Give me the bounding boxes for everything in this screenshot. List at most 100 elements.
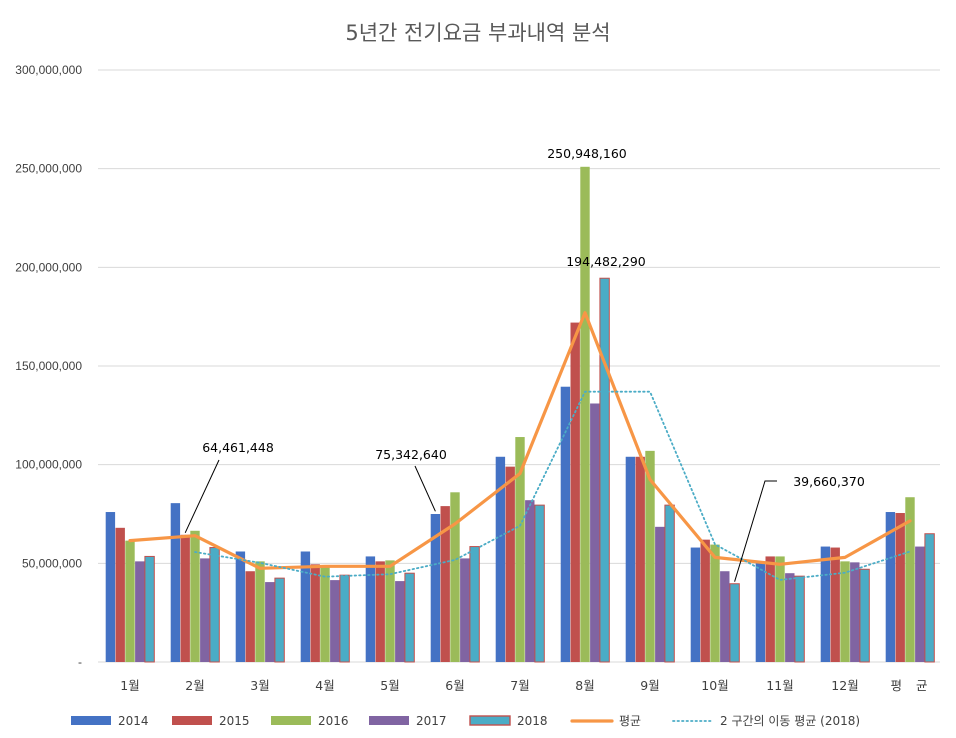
bar-2015-10 xyxy=(765,556,775,662)
y-tick-label: - xyxy=(78,655,82,669)
bar-2014-4 xyxy=(365,556,376,662)
bar-2014-8 xyxy=(625,456,636,662)
x-tick-label: 3월 xyxy=(250,678,269,693)
bar-2017-12 xyxy=(915,546,925,662)
bar-2017-4 xyxy=(395,581,405,662)
series-lines xyxy=(128,311,912,581)
bar-2015-3 xyxy=(310,564,320,662)
annotation-leader-line xyxy=(184,459,220,534)
bar-2016-4 xyxy=(385,560,395,662)
legend-label: 2017 xyxy=(416,714,447,728)
x-tick-label: 6월 xyxy=(445,678,464,693)
bar-2017-7 xyxy=(590,403,600,662)
bar-2014-3 xyxy=(300,551,311,662)
annotation-label: 194,482,290 xyxy=(566,254,646,269)
bar-2015-4 xyxy=(375,561,385,662)
bar-2015-9 xyxy=(700,539,710,662)
bar-2015-7 xyxy=(570,322,580,662)
bar-2017-6 xyxy=(525,500,535,662)
bar-2017-10 xyxy=(785,573,795,662)
bar-2016-8 xyxy=(645,450,655,662)
annotation-leader-line xyxy=(414,465,436,512)
x-tick-label: 7월 xyxy=(510,678,529,693)
y-axis-ticks: - 50,000,000 100,000,000 150,000,000 200,000… xyxy=(15,63,82,669)
bar-2018-4 xyxy=(404,572,415,663)
y-tick-label: 250,000,000 xyxy=(15,162,82,176)
bar-2017-2 xyxy=(265,582,275,662)
moving-average-line xyxy=(194,390,911,581)
legend-label: 2014 xyxy=(118,714,149,728)
legend-swatch xyxy=(271,716,311,725)
bar-2016-6 xyxy=(515,437,525,662)
bar-2017-3 xyxy=(330,580,340,662)
bar-2014-11 xyxy=(820,546,831,662)
annotation-label: 39,660,370 xyxy=(793,474,865,489)
x-tick-label: 4월 xyxy=(315,678,334,693)
average-line xyxy=(128,311,912,570)
bar-2017-11 xyxy=(850,562,860,662)
bar-2015-12 xyxy=(895,513,905,662)
annotation-leader-line xyxy=(734,480,777,582)
bar-2014-5 xyxy=(430,514,441,662)
y-tick-label: 50,000,000 xyxy=(22,556,82,570)
bar-2018-6 xyxy=(534,504,545,663)
bar-2018-7 xyxy=(599,277,610,663)
legend-label: 2 구간의 이동 평균 (2018) xyxy=(720,714,860,728)
bar-2014-12 xyxy=(885,512,896,662)
bar-2018-0 xyxy=(144,555,155,663)
bar-2018-5 xyxy=(469,546,480,663)
bar-2017-9 xyxy=(720,571,730,662)
bar-2015-5 xyxy=(440,506,450,662)
x-tick-label: 12월 xyxy=(831,678,858,693)
x-tick-label: 2월 xyxy=(185,678,204,693)
bar-2015-2 xyxy=(245,571,255,662)
bar-2014-0 xyxy=(105,512,116,662)
bar-2015-1 xyxy=(180,534,190,662)
bars xyxy=(105,166,935,663)
legend-label: 평균 xyxy=(619,714,641,728)
bar-2014-7 xyxy=(560,386,571,662)
bar-2015-6 xyxy=(505,466,515,662)
legend: 2014 2015 2016 2017 2018 평균 2 구간의 이동 평균 (2018) xyxy=(71,714,860,728)
bar-2016-12 xyxy=(905,497,915,662)
legend-label: 2015 xyxy=(219,714,250,728)
legend-swatch xyxy=(469,715,511,726)
bar-2016-2 xyxy=(255,561,265,662)
annotation-label: 75,342,640 xyxy=(375,447,447,462)
bar-2017-8 xyxy=(655,526,665,662)
bar-2014-6 xyxy=(495,456,506,662)
bar-2018-10 xyxy=(794,575,805,663)
bar-2014-1 xyxy=(170,503,181,662)
data-annotations: 64,461,448 75,342,640 250,948,160 194,482,2… xyxy=(184,146,865,582)
y-tick-label: 300,000,000 xyxy=(15,63,82,77)
legend-label: 2018 xyxy=(517,714,548,728)
bar-2015-0 xyxy=(115,527,125,662)
annotation-label: 250,948,160 xyxy=(547,146,627,161)
legend-swatch xyxy=(71,716,111,725)
bar-2015-11 xyxy=(830,547,840,662)
bar-2018-3 xyxy=(339,574,350,663)
bar-2016-5 xyxy=(450,492,460,662)
y-tick-label: 200,000,000 xyxy=(15,260,82,274)
bar-2018-9 xyxy=(729,583,740,663)
y-tick-label: 100,000,000 xyxy=(15,458,82,472)
bar-2018-8 xyxy=(664,504,675,663)
legend-swatch xyxy=(369,716,409,725)
x-tick-label: 11월 xyxy=(766,678,793,693)
bar-2014-10 xyxy=(755,562,766,662)
bar-2016-7 xyxy=(580,166,590,662)
x-tick-label: 1월 xyxy=(120,678,139,693)
legend-label: 2016 xyxy=(318,714,349,728)
x-tick-label: 9월 xyxy=(640,678,659,693)
annotation-label: 64,461,448 xyxy=(202,440,274,455)
bar-2016-1 xyxy=(190,530,200,662)
x-tick-label: 평 균 xyxy=(891,678,930,693)
bar-2018-11 xyxy=(859,568,870,663)
bar-2015-8 xyxy=(635,456,645,662)
x-axis-ticks: 1월 2월 3월 4월 5월 6월 7월 8월 9월 10월 11월 12월 평 균 xyxy=(120,678,930,693)
bar-2016-10 xyxy=(775,556,785,662)
chart-title: 5년간 전기요금 부과내역 분석 xyxy=(345,21,610,45)
bar-2016-3 xyxy=(320,565,330,662)
